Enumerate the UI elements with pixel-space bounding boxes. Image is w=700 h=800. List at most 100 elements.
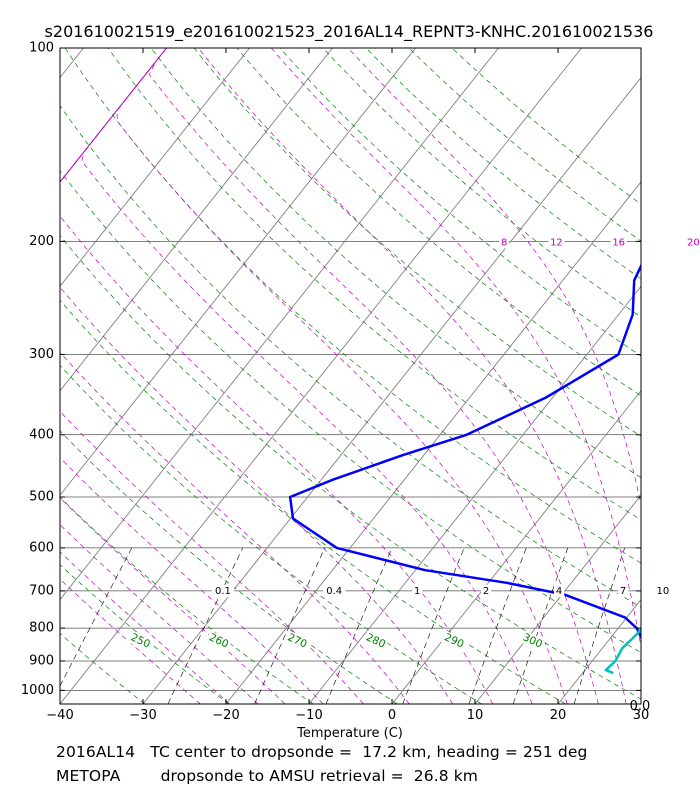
y-tick-label: 300 xyxy=(29,347,54,362)
isotherm-line xyxy=(60,48,499,601)
mixing-ratio-label: 1 xyxy=(414,586,420,597)
dry-adiabat-line xyxy=(408,48,641,242)
mixing-ratio-line xyxy=(573,547,625,704)
dry-adiabat-line xyxy=(60,496,314,704)
dry-adiabat-line xyxy=(193,48,641,437)
dry-adiabat-line xyxy=(60,234,641,700)
moist-adiabat-label-bg xyxy=(610,236,627,249)
dry-adiabat-line xyxy=(451,48,641,205)
isotherm-line xyxy=(391,390,641,704)
moist-adiabat-label-bg xyxy=(499,236,510,249)
isotherm-line xyxy=(60,48,84,79)
dry-adiabat-line xyxy=(236,48,641,397)
dry-adiabat-line xyxy=(60,364,482,704)
moist-adiabat-line xyxy=(60,48,259,704)
dry-adiabat-line xyxy=(60,170,641,653)
dry-adiabat-line xyxy=(279,48,641,357)
mixing-ratio-label-bg xyxy=(412,584,423,597)
mixing-ratio-label-bg xyxy=(654,584,672,597)
dry-adiabat-label-bg xyxy=(440,630,468,652)
mixing-ratio-label: 0.1 xyxy=(215,586,231,597)
x-tick-label: −40 xyxy=(46,708,73,723)
plot-frame xyxy=(59,47,642,705)
y-tick-label: 800 xyxy=(29,621,54,636)
mixing-ratio-label-bg xyxy=(322,584,346,597)
x-tick-label: −10 xyxy=(295,708,322,723)
mixing-ratio-label: 2 xyxy=(483,586,489,597)
x-tick-label: 0 xyxy=(388,708,396,723)
y-tick-label: 400 xyxy=(29,427,54,442)
dry-adiabat-label-bg xyxy=(205,630,233,652)
moist-adiabat-line xyxy=(60,48,453,704)
moist-adiabat-line xyxy=(148,48,599,704)
moist-adiabat-line xyxy=(60,48,286,704)
caption-distance-center: 2016AL14 TC center to dropsonde = 17.2 k… xyxy=(56,743,588,761)
mixing-ratio-label-bg xyxy=(211,584,235,597)
dry-adiabat-label-bg xyxy=(519,630,546,652)
x-tick-label: 10 xyxy=(467,708,484,723)
moist-adiabat-line xyxy=(60,48,324,704)
moist-adiabat-line xyxy=(270,48,641,649)
moist-adiabat-line xyxy=(60,48,230,704)
dry-adiabat-line xyxy=(60,702,61,704)
caption-distance-retrieval: METOPA dropsonde to AMSU retrieval = 26.… xyxy=(56,767,478,785)
x-tick-label: 20 xyxy=(550,708,567,723)
moist-adiabat-line xyxy=(81,48,533,704)
moist-adiabat-line xyxy=(116,48,568,704)
isotherm-line xyxy=(308,285,641,704)
mixing-ratio-line xyxy=(60,547,133,687)
moist-adiabat-label: 8 xyxy=(501,237,507,248)
moist-adiabat-label-bg xyxy=(685,236,700,249)
chart-title: s201610021519_e201610021523_2016AL14_REP… xyxy=(45,22,654,42)
dewpoint-low-level-line xyxy=(604,627,641,675)
dry-adiabat-line xyxy=(150,48,641,478)
y-tick-label: 1000 xyxy=(21,683,54,698)
mixing-ratio-label-bg xyxy=(617,584,629,597)
y-tick-label: 900 xyxy=(29,653,54,668)
x-tick-label: −30 xyxy=(129,708,156,723)
y-tick-label: 700 xyxy=(29,583,54,598)
mixing-ratio-label: 10 xyxy=(657,586,670,597)
isotherm-line xyxy=(557,598,641,704)
isotherm-line xyxy=(60,48,250,288)
mixing-ratio-label: 0.4 xyxy=(326,586,342,597)
moist-adiabat-label: 20 xyxy=(687,237,700,248)
moist-adiabat-label-bg xyxy=(548,236,565,249)
y-tick-label: 100 xyxy=(29,41,54,56)
mixing-ratio-line xyxy=(254,547,326,704)
moist-adiabat-label: 12 xyxy=(550,237,563,248)
dry-adiabat-line xyxy=(60,564,230,704)
isotherm-line xyxy=(60,48,582,704)
isotherm-line xyxy=(225,181,641,704)
mixing-ratio-label: 4 xyxy=(556,586,562,597)
moist-adiabat-line xyxy=(60,48,201,704)
x-tick-label: −20 xyxy=(212,708,239,723)
isotherm-line xyxy=(474,494,641,704)
dry-adiabat-line xyxy=(60,299,566,704)
corner-label: 0.0 xyxy=(630,699,651,714)
isotherm-line xyxy=(60,48,416,496)
moist-adiabat-line xyxy=(60,48,494,704)
x-tick-label: 30 xyxy=(633,708,650,723)
y-tick-label: 200 xyxy=(29,234,54,249)
moist-adiabat-label: 16 xyxy=(612,237,625,248)
isotherm-line xyxy=(142,76,641,704)
isotherm-line xyxy=(640,703,641,704)
dry-adiabat-label-bg xyxy=(362,630,389,652)
isotherm-line xyxy=(60,48,333,392)
isotherm-line xyxy=(0,48,1,704)
mixing-ratio-label-bg xyxy=(554,584,565,597)
moist-adiabat-line xyxy=(60,48,410,704)
y-tick-label: 600 xyxy=(29,540,54,555)
mixing-ratio-line xyxy=(512,547,569,704)
mixing-ratio-label: 7 xyxy=(620,586,626,597)
x-axis-label: Temperature (C) xyxy=(296,726,403,741)
mixing-ratio-line xyxy=(468,547,527,704)
dry-adiabat-line xyxy=(60,430,398,704)
dry-adiabat-line xyxy=(64,48,641,564)
mixing-ratio-line xyxy=(325,547,393,704)
dry-adiabat-label-bg xyxy=(283,630,311,652)
mixing-ratio-line xyxy=(167,547,244,704)
temperature-low-level-line xyxy=(666,591,700,673)
